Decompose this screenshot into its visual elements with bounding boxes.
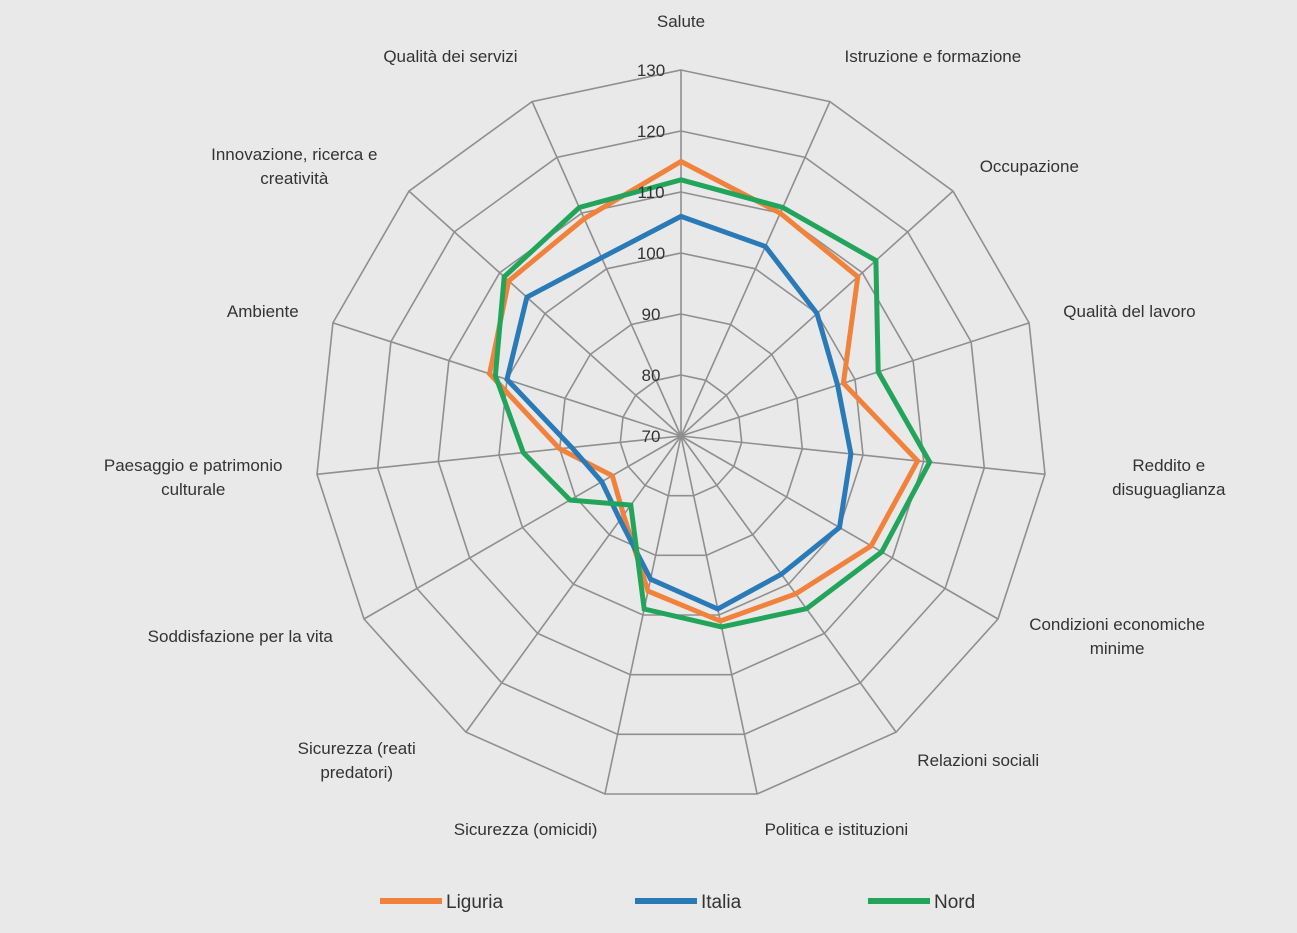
legend-item-nord: Nord — [868, 892, 975, 913]
axis-label: Paesaggio e patrimonio culturale — [104, 456, 283, 499]
grid-spoke — [531, 101, 682, 437]
grid-spoke — [465, 435, 682, 733]
grid-ring-120 — [376, 130, 986, 736]
grid-spoke — [363, 435, 682, 620]
legend-label: Liguria — [446, 892, 503, 913]
tick-label-110: 110 — [637, 183, 664, 202]
grid-spoke — [408, 190, 682, 437]
axis-label: Occupazione — [980, 157, 1079, 176]
axis-label: Relazioni sociali — [917, 751, 1039, 770]
legend-label: Nord — [934, 892, 975, 913]
axis-label: Reddito e disuguaglianza — [1112, 456, 1226, 499]
radial-tick-labels: 70 80 90 100 110 120 130 — [637, 61, 665, 446]
radar-grid — [316, 69, 1046, 795]
grid-spoke — [604, 435, 682, 795]
legend-item-italia: Italia — [635, 892, 742, 913]
tick-label-70: 70 — [642, 427, 661, 446]
axis-label: Condizioni economiche minime — [1029, 615, 1205, 658]
grid-spoke — [680, 322, 1030, 437]
axis-label: Politica e istituzioni — [765, 820, 909, 839]
axis-label: Innovazione, ricerca e creatività — [211, 145, 377, 188]
radar-series — [486, 158, 933, 630]
tick-label-100: 100 — [637, 244, 665, 263]
axis-label: Salute — [657, 12, 705, 31]
tick-label-120: 120 — [637, 122, 665, 141]
legend-item-liguria: Liguria — [380, 892, 503, 913]
axis-label: Istruzione e formazione — [845, 47, 1022, 66]
legend: Liguria Italia Nord — [380, 892, 975, 913]
axis-label: Qualità del lavoro — [1063, 302, 1195, 321]
series-line-nord — [492, 177, 933, 630]
grid-spoke — [316, 435, 682, 476]
tick-label-130: 130 — [637, 61, 665, 80]
grid-ring-90 — [558, 313, 804, 557]
axis-category-labels: Salute Istruzione e formazione Occupazione… — [104, 12, 1226, 839]
axis-label: Qualità dei servizi — [383, 47, 517, 66]
grid-spoke — [680, 435, 758, 795]
axis-label: Ambiente — [227, 302, 299, 321]
tick-label-80: 80 — [642, 366, 661, 385]
grid-spoke — [680, 435, 897, 733]
grid-spoke — [680, 435, 1046, 476]
axis-label: Sicurezza (omicidi) — [454, 820, 598, 839]
axis-label: Soddisfazione per la vita — [148, 627, 334, 646]
series-line-italia — [504, 213, 854, 612]
grid-ring-80 — [619, 374, 743, 497]
legend-label: Italia — [701, 892, 742, 913]
grid-ring-110 — [437, 191, 925, 676]
grid-spoke — [680, 101, 831, 437]
axis-label: Sicurezza (reati predatori) — [298, 739, 416, 782]
tick-label-90: 90 — [642, 305, 661, 324]
grid-ring-130 — [316, 69, 1046, 795]
